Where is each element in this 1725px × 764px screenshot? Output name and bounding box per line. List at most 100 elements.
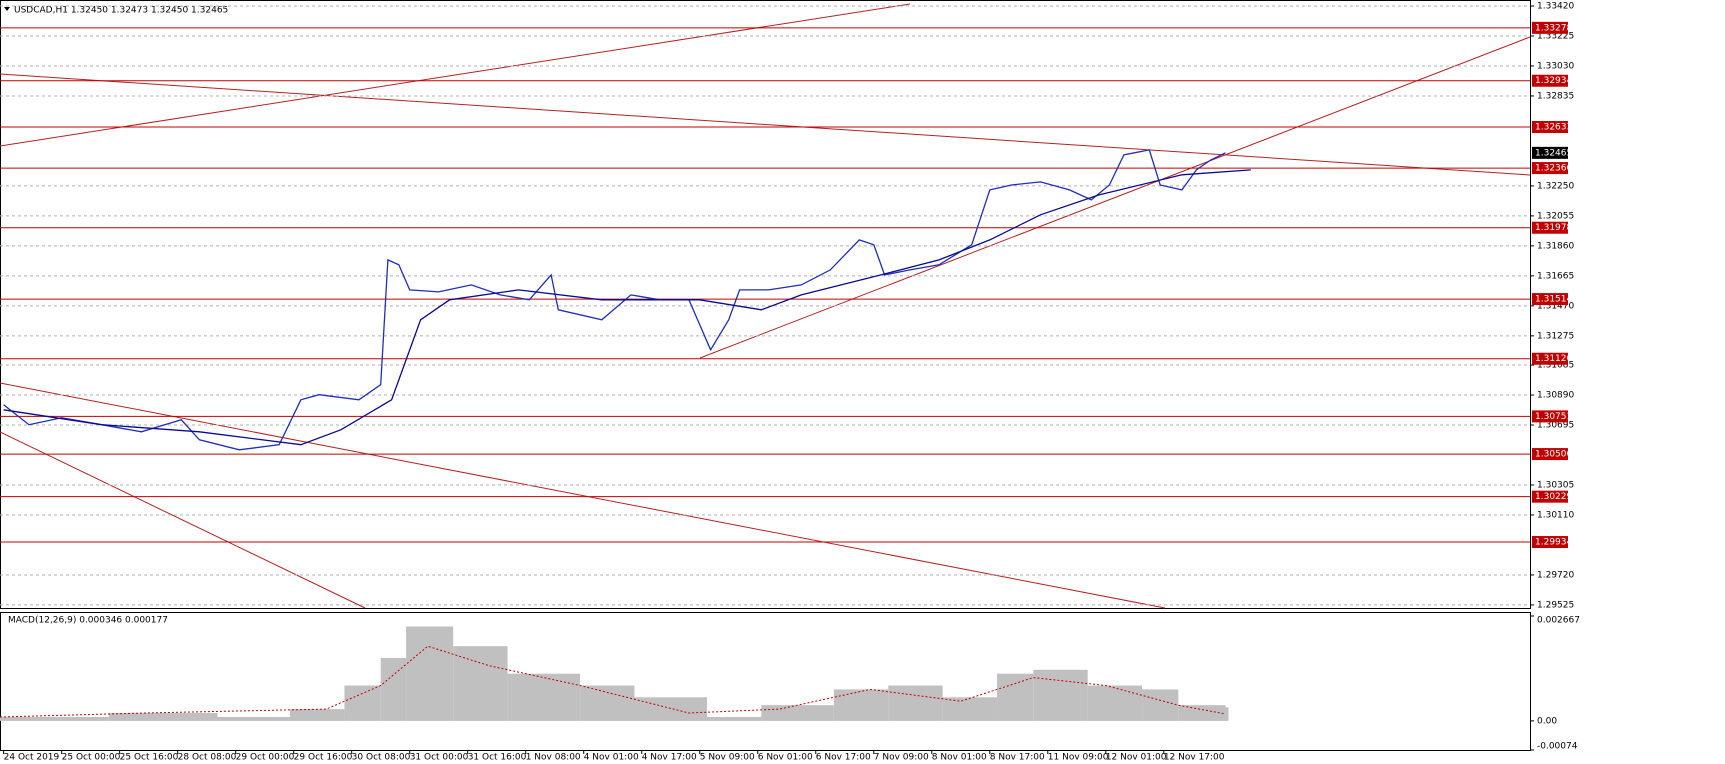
chart-title: USDCAD,H1 1.32450 1.32473 1.32450 1.3246… (14, 6, 228, 16)
level-label: 1.30506 (1535, 450, 1572, 460)
macd-bar (290, 709, 345, 721)
macd-tick-label: 0.00 (1537, 716, 1557, 726)
trend-line (0, 73, 1531, 176)
macd-bar (0, 716, 109, 721)
level-box (1532, 293, 1568, 306)
x-tick-label: 8 Nov 01:00 (932, 753, 987, 763)
x-tick-label: 29 Oct 00:00 (236, 753, 295, 763)
x-tick-label: 6 Nov 01:00 (758, 753, 813, 763)
macd-bar (1033, 669, 1088, 721)
y-tick-label: 1.29720 (1537, 570, 1574, 580)
level-box (1532, 74, 1568, 87)
y-tick-label: 1.33420 (1537, 1, 1574, 11)
trend-line (699, 36, 1531, 359)
x-tick-label: 12 Nov 01:00 (1106, 753, 1167, 763)
y-tick-label: 1.33225 (1537, 31, 1574, 41)
trend-line (0, 382, 1166, 609)
x-tick-label: 7 Nov 09:00 (874, 753, 929, 763)
level-box (1532, 536, 1568, 549)
y-tick-label: 1.31860 (1537, 241, 1574, 251)
level-label: 1.33278 (1535, 23, 1572, 33)
level-box (1532, 448, 1568, 461)
macd-bar (1225, 707, 1229, 721)
level-label: 1.30229 (1535, 492, 1572, 502)
macd-bar (507, 673, 581, 721)
macd-bar (888, 685, 943, 721)
trend-lines (0, 3, 1531, 609)
y-tick-label: 1.29525 (1537, 600, 1574, 610)
x-tick-label: 1 Nov 08:00 (526, 753, 581, 763)
macd-bar (1087, 685, 1143, 721)
macd-label: MACD(12,26,9) 0.000346 0.000177 (8, 616, 168, 626)
x-tick-label: 25 Oct 16:00 (120, 753, 179, 763)
y-tick-label: 1.32250 (1537, 181, 1574, 191)
level-label: 1.31514 (1535, 295, 1572, 305)
x-tick-label: 12 Nov 17:00 (1164, 753, 1225, 763)
y-tick-label: 1.30110 (1537, 510, 1574, 520)
macd-bar (706, 716, 762, 721)
macd-bar (344, 685, 381, 721)
macd-bar (580, 685, 635, 721)
level-box (1532, 162, 1568, 175)
y-tick-label: 1.32835 (1537, 91, 1574, 101)
level-box (1532, 121, 1568, 134)
level-label: 1.31978 (1535, 223, 1572, 233)
trend-line (0, 431, 366, 609)
level-box (1532, 221, 1568, 234)
x-tick-label: 24 Oct 2019 (4, 753, 60, 763)
title-arrow (4, 7, 10, 11)
x-tick-label: 31 Oct 00:00 (410, 753, 469, 763)
x-tick-label: 4 Nov 01:00 (584, 753, 639, 763)
macd-frame (0, 612, 1531, 751)
level-box (1532, 352, 1568, 365)
x-tick-label: 4 Nov 17:00 (642, 753, 697, 763)
y-tick-label: 1.30305 (1537, 480, 1574, 490)
macd-bar (406, 626, 454, 721)
macd-bar (942, 697, 998, 721)
macd-bar (997, 673, 1034, 721)
x-tick-label: 6 Nov 17:00 (816, 753, 871, 763)
y-tick-label: 1.30695 (1537, 421, 1574, 431)
level-label: 1.30751 (1535, 412, 1572, 422)
y-tick-label: 1.30890 (1537, 391, 1574, 401)
x-tick-label: 25 Oct 00:00 (62, 753, 121, 763)
macd-signal (0, 645, 1226, 718)
price-line (3, 169, 1251, 446)
y-tick-label: 1.31275 (1537, 331, 1574, 341)
level-box (1532, 490, 1568, 503)
macd-bar (453, 646, 508, 721)
macd-tick-label: -0.00074 (1537, 742, 1578, 752)
x-tick-label: 30 Oct 08:00 (352, 753, 411, 763)
macd-tick-label: 0.002667 (1537, 616, 1580, 626)
level-label: 1.32633 (1535, 123, 1572, 133)
level-label: 1.29934 (1535, 538, 1572, 548)
macd-bar (634, 697, 707, 721)
macd-bar (217, 716, 291, 721)
y-tick-label: 1.31470 (1537, 301, 1574, 311)
y-tick-label: 1.31665 (1537, 271, 1574, 281)
x-tick-label: 31 Oct 16:00 (468, 753, 527, 763)
y-tick-label: 1.33030 (1537, 61, 1574, 71)
x-tick-label: 5 Nov 09:00 (700, 753, 755, 763)
macd-bar (761, 705, 834, 721)
price-label: 1.32465 (1535, 148, 1572, 158)
level-label: 1.32366 (1535, 164, 1572, 174)
macd-bar (1178, 705, 1226, 721)
y-tick-label: 1.32055 (1537, 211, 1574, 221)
x-tick-label: 28 Oct 08:00 (178, 753, 237, 763)
main-frame (0, 0, 1531, 609)
x-tick-label: 8 Nov 17:00 (990, 753, 1045, 763)
y-tick-label: 1.31085 (1537, 361, 1574, 371)
macd-bar (833, 689, 889, 721)
level-label: 1.31126 (1535, 354, 1572, 364)
macd-bar (108, 713, 218, 721)
price-box (1532, 146, 1568, 159)
macd-bar (1142, 689, 1179, 721)
level-label: 1.32934 (1535, 76, 1572, 86)
level-box (1532, 410, 1568, 423)
level-box (1532, 21, 1568, 34)
x-tick-label: 29 Oct 16:00 (294, 753, 353, 763)
x-tick-label: 11 Nov 09:00 (1048, 753, 1109, 763)
